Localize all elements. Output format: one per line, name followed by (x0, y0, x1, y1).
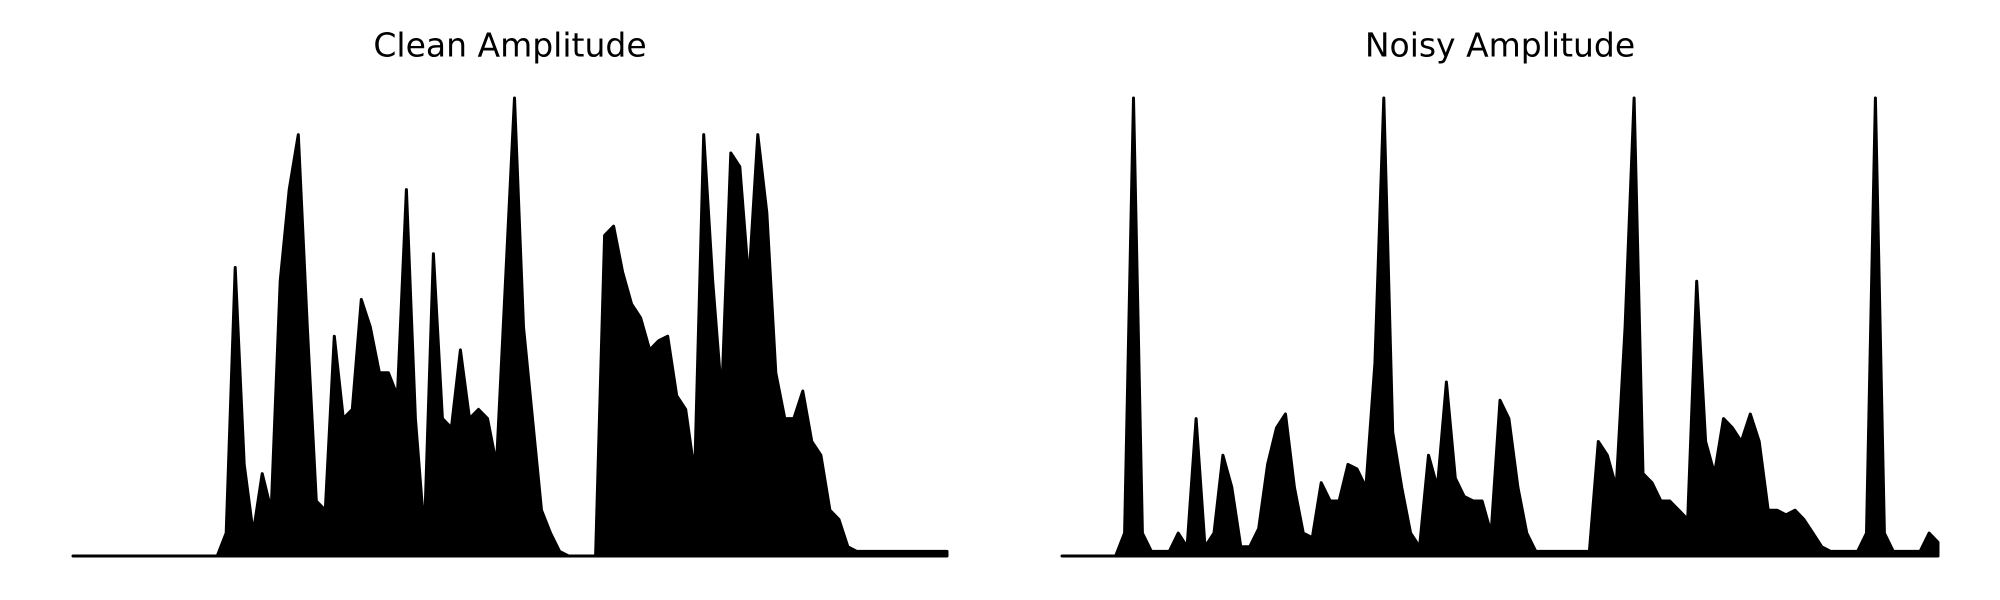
amplitude-area (71, 96, 949, 558)
chart-title: Noisy Amplitude (1365, 26, 1635, 65)
chart-title: Clean Amplitude (373, 26, 646, 65)
amplitude-area (1060, 96, 1940, 558)
